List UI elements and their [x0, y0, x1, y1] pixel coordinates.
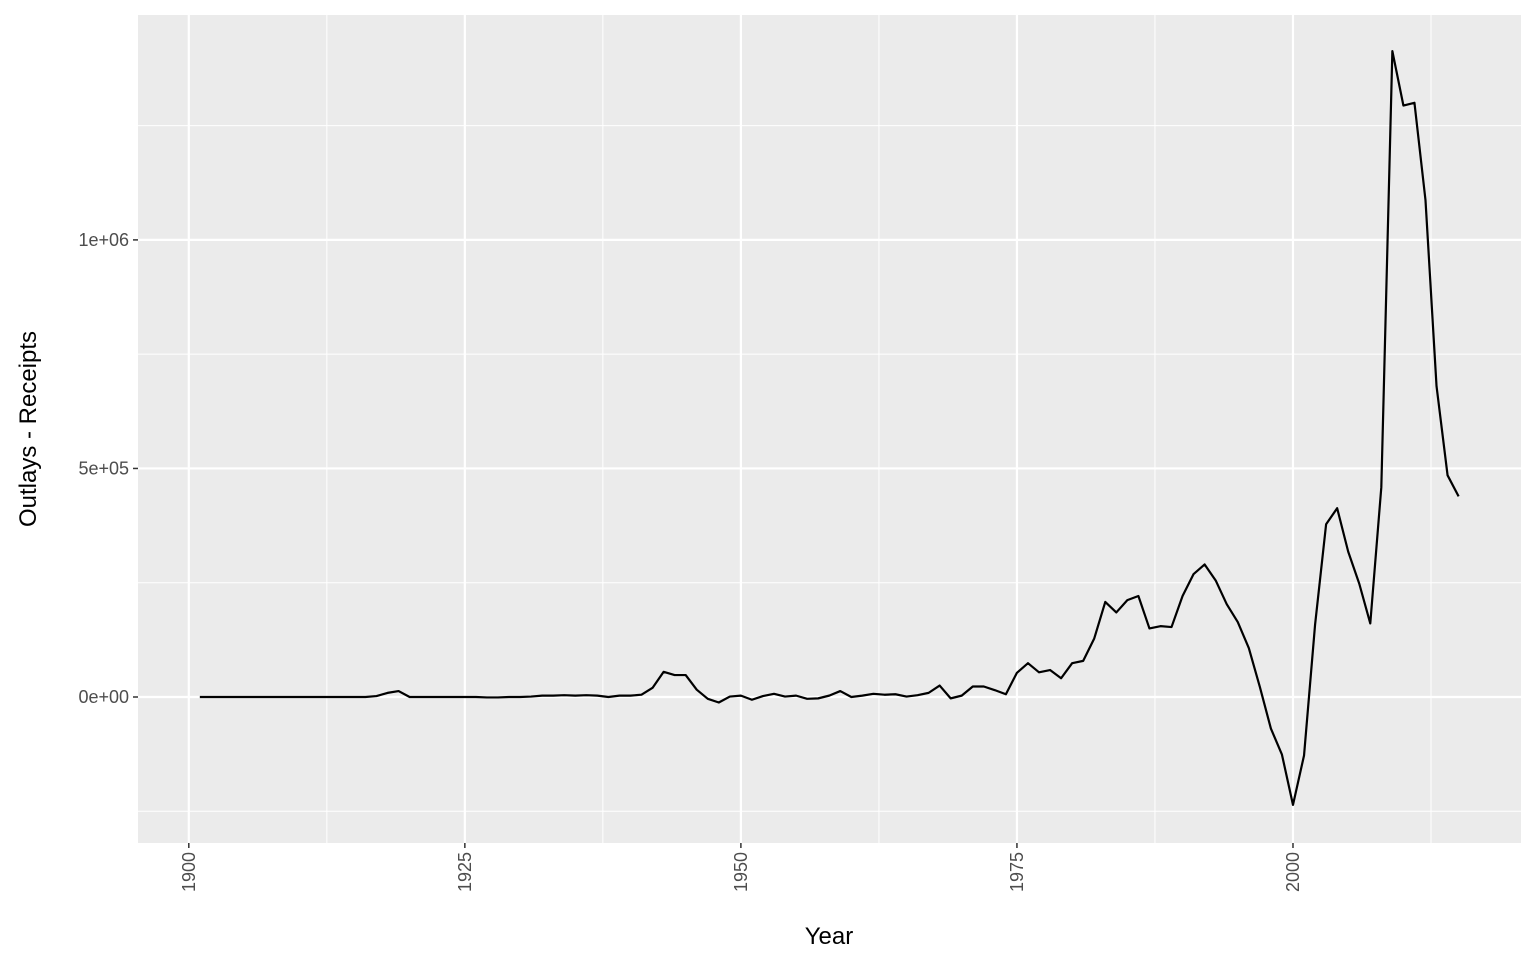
x-tick-label: 1900 — [179, 852, 199, 892]
x-tick-label: 1950 — [731, 852, 751, 892]
x-tick-label: 2000 — [1283, 852, 1303, 892]
y-axis-title: Outlays - Receipts — [15, 331, 42, 527]
panel — [138, 15, 1521, 843]
y-tick-label: 5e+05 — [78, 458, 129, 478]
x-tick-label: 1925 — [455, 852, 475, 892]
data-line — [199, 50, 1460, 806]
y-tick-label: 1e+06 — [78, 230, 129, 250]
x-axis-title: Year — [805, 923, 854, 950]
y-tick-label: 0e+00 — [78, 687, 129, 707]
x-tick-label: 1975 — [1007, 852, 1027, 892]
